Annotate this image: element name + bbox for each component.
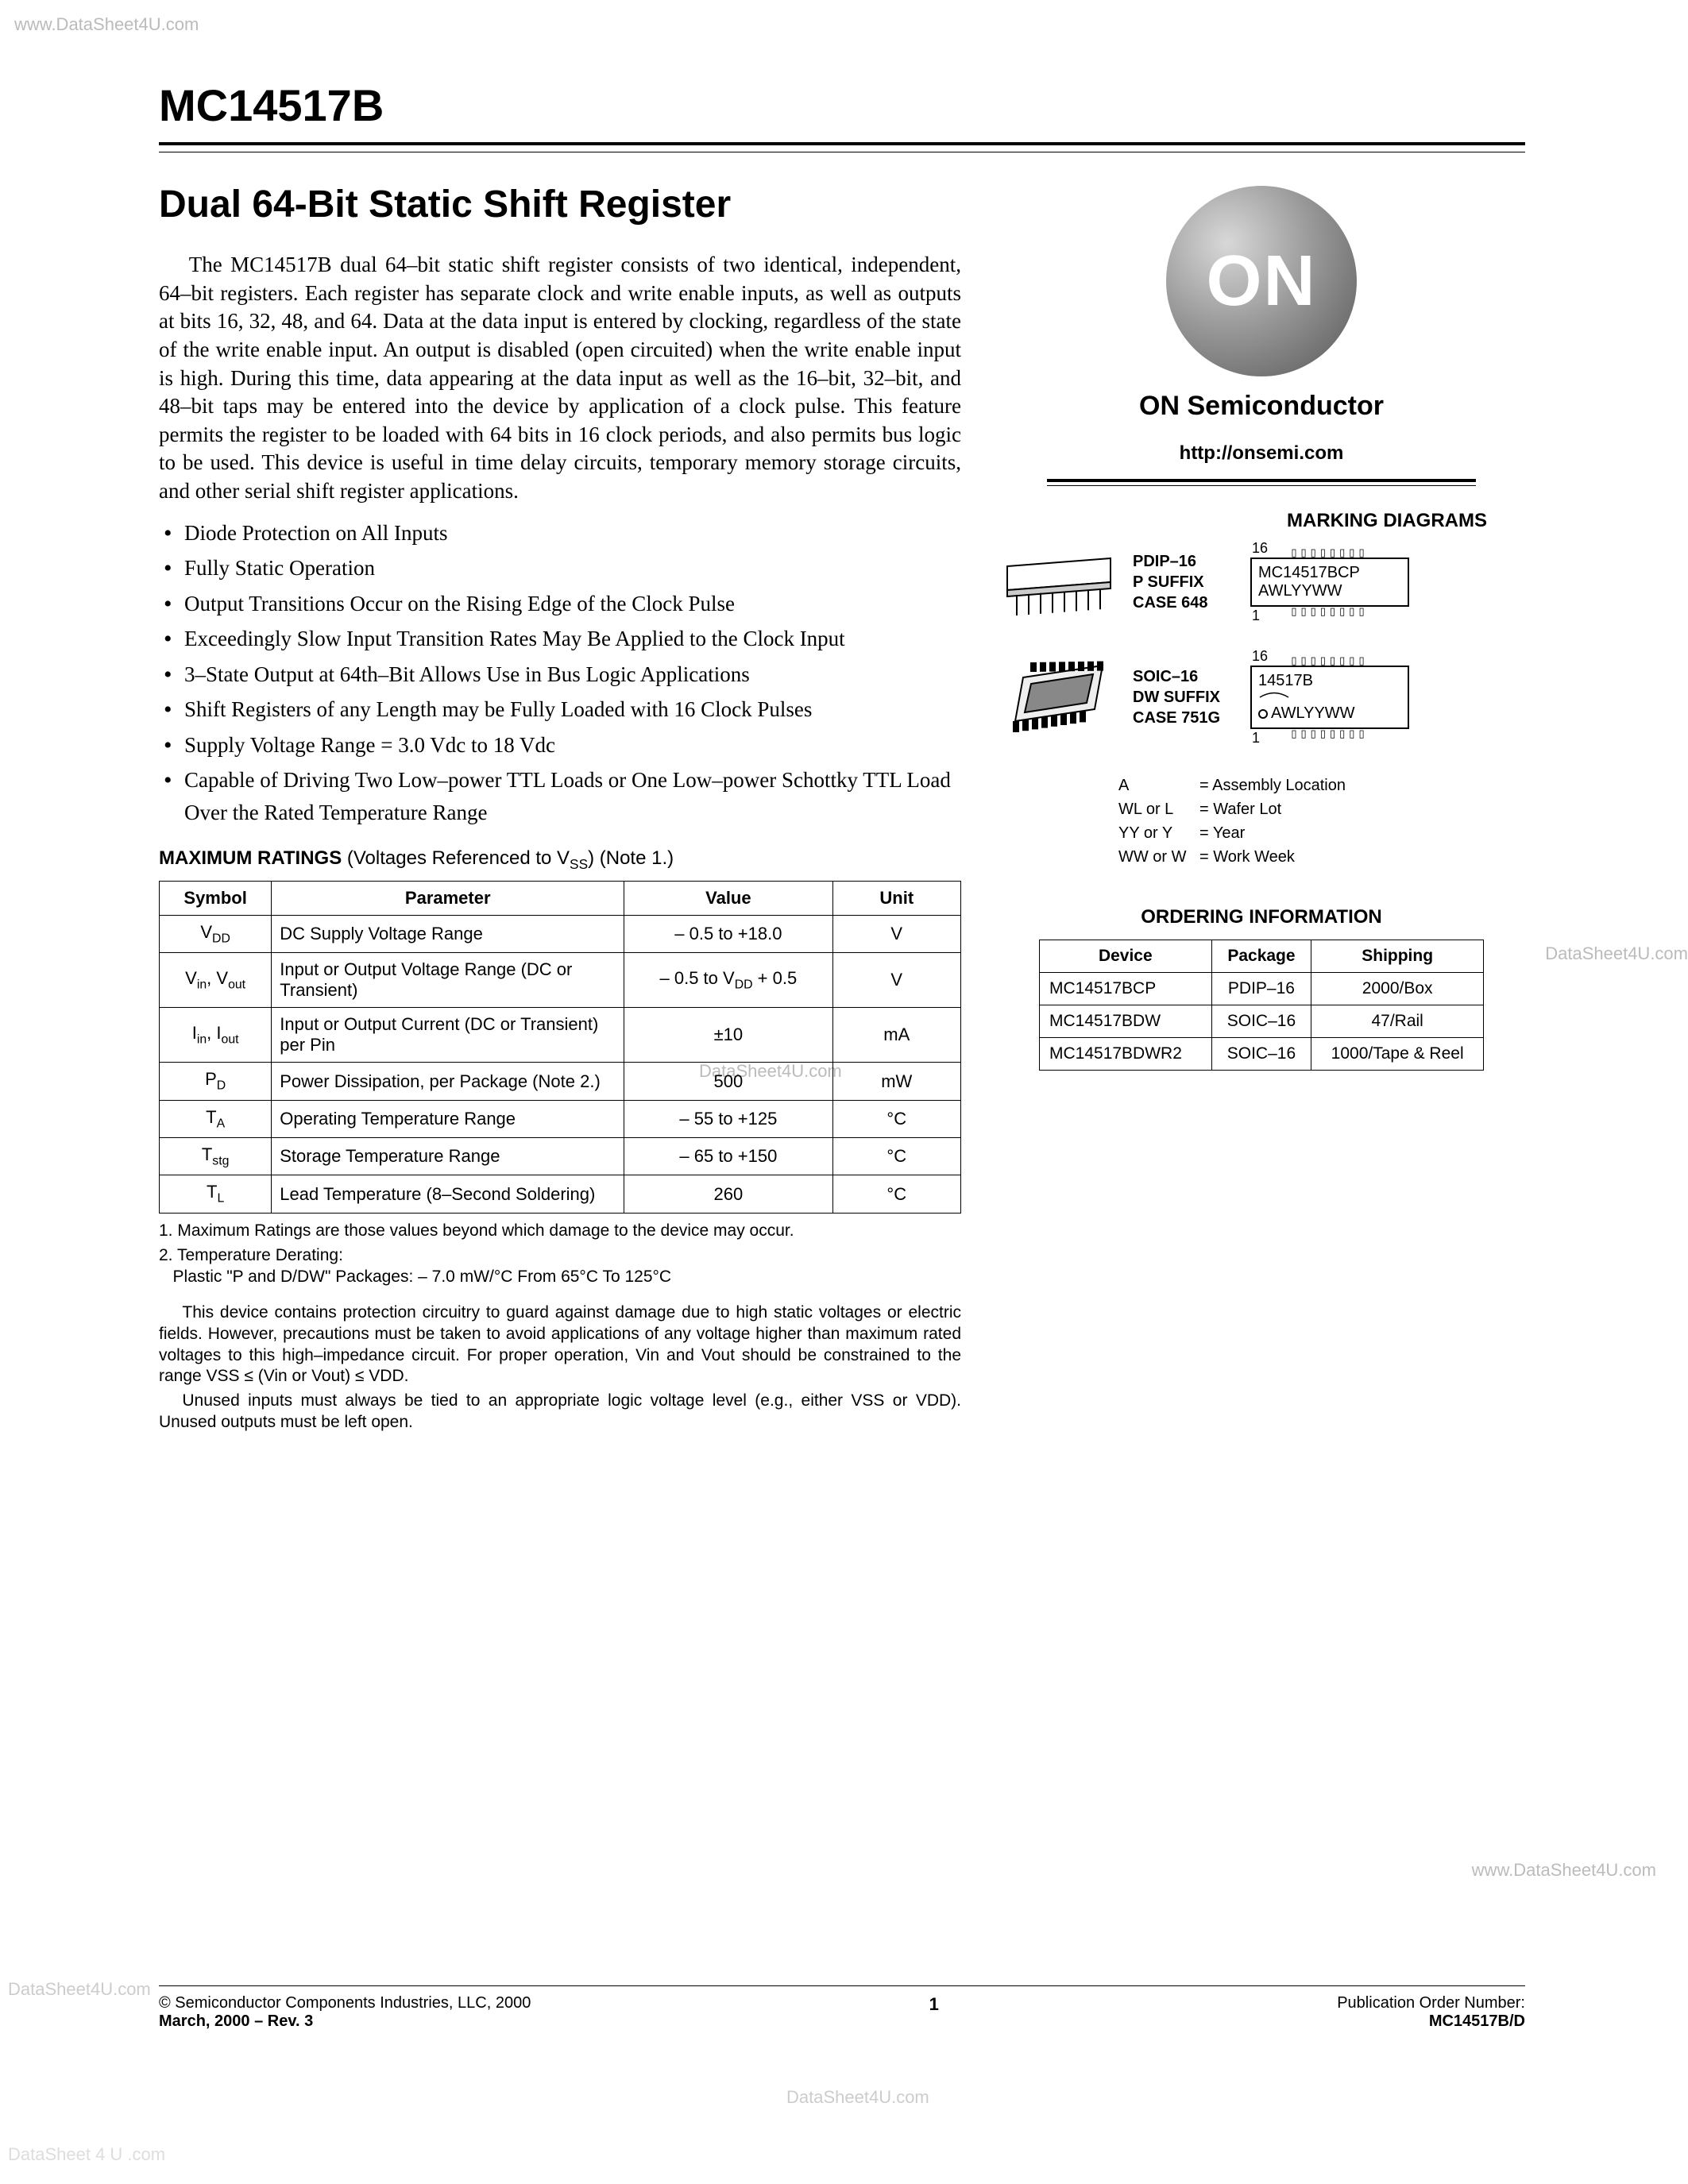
feature-item: Output Transitions Occur on the Rising E… (159, 588, 961, 620)
marking-box: 16 ▯▯▯▯▯▯▯▯ 14517B AWLYYWW ▯▯▯▯▯▯▯▯ 1 (1250, 666, 1409, 729)
table-row: MC14517BDWR2SOIC–161000/Tape & Reel (1040, 1038, 1484, 1071)
ratings-heading: MAXIMUM RATINGS (Voltages Referenced to … (159, 847, 961, 873)
table-row: Iin, IoutInput or Output Current (DC or … (160, 1008, 961, 1063)
feature-item: Shift Registers of any Length may be Ful… (159, 693, 961, 726)
table-header: Package (1211, 940, 1311, 973)
page-number: 1 (531, 1994, 1337, 2031)
footer-right: Publication Order Number: MC14517B/D (1337, 1994, 1525, 2031)
legend-row: WW or W= Work Week (1118, 846, 1346, 868)
table-row: VDDDC Supply Voltage Range– 0.5 to +18.0… (160, 915, 961, 952)
rule (159, 142, 1525, 145)
company-url[interactable]: http://onsemi.com (999, 442, 1524, 465)
table-header: Device (1040, 940, 1212, 973)
marking-diagrams-title: MARKING DIAGRAMS (999, 508, 1487, 533)
marking-box: 16 ▯▯▯▯▯▯▯▯ MC14517BCP AWLYYWW ▯▯▯▯▯▯▯▯ … (1250, 558, 1409, 607)
rule (159, 1985, 1525, 1986)
table-header: Symbol (160, 881, 272, 915)
watermark: DataSheet 4 U .com (8, 2144, 165, 2165)
feature-list: Diode Protection on All InputsFully Stat… (159, 517, 961, 829)
watermark: DataSheet4U.com (1545, 943, 1688, 964)
brand-block: ON ON Semiconductor http://onsemi.com (999, 186, 1524, 486)
description: The MC14517B dual 64–bit static shift re… (159, 251, 961, 506)
table-row: Vin, VoutInput or Output Voltage Range (… (160, 953, 961, 1008)
table-row: TstgStorage Temperature Range– 65 to +15… (160, 1138, 961, 1175)
ratings-table: SymbolParameterValueUnitVDDDC Supply Vol… (159, 881, 961, 1214)
soic-icon (999, 654, 1118, 741)
feature-item: Capable of Driving Two Low–power TTL Loa… (159, 764, 961, 828)
on-logo-icon: ON (1166, 186, 1357, 376)
footer-left: © Semiconductor Components Industries, L… (159, 1994, 531, 2031)
watermark: www.DataSheet4U.com (1472, 1860, 1656, 1881)
legend-row: YY or Y= Year (1118, 822, 1346, 844)
note-item: 1. Maximum Ratings are those values beyo… (159, 1220, 961, 1241)
rule (1047, 485, 1476, 486)
legend-row: A= Assembly Location (1118, 774, 1346, 797)
feature-item: Diode Protection on All Inputs (159, 517, 961, 550)
feature-item: Supply Voltage Range = 3.0 Vdc to 18 Vdc (159, 729, 961, 762)
pdip-icon (999, 542, 1118, 622)
page-content: MC14517B Dual 64-Bit Static Shift Regist… (159, 79, 1525, 1437)
legend-row: WL or L= Wafer Lot (1118, 798, 1346, 820)
watermark: DataSheet4U.com (8, 1979, 151, 2000)
table-header: Shipping (1311, 940, 1484, 973)
disclaimer-para: This device contains protection circuitr… (159, 1302, 961, 1388)
table-row: PDPower Dissipation, per Package (Note 2… (160, 1063, 961, 1100)
left-column: Dual 64-Bit Static Shift Register The MC… (159, 181, 961, 1437)
page-footer: © Semiconductor Components Industries, L… (159, 1985, 1525, 2031)
watermark: www.DataSheet4U.com (14, 14, 199, 35)
marking-legend: A= Assembly LocationWL or L= Wafer LotYY… (1117, 773, 1347, 870)
table-row: TAOperating Temperature Range– 55 to +12… (160, 1100, 961, 1137)
disclaimer-para: Unused inputs must always be tied to an … (159, 1391, 961, 1433)
ratings-notes: 1. Maximum Ratings are those values beyo… (159, 1220, 961, 1288)
table-row: MC14517BCPPDIP–162000/Box (1040, 973, 1484, 1005)
package-label: SOIC–16DW SUFFIXCASE 751G (1133, 666, 1236, 728)
watermark: DataSheet4U.com (786, 2087, 929, 2108)
feature-item: Fully Static Operation (159, 552, 961, 585)
part-number: MC14517B (159, 79, 1525, 131)
right-column: ON ON Semiconductor http://onsemi.com MA… (999, 181, 1524, 1437)
package-row: SOIC–16DW SUFFIXCASE 751G 16 ▯▯▯▯▯▯▯▯ 14… (999, 654, 1524, 741)
ordering-title: ORDERING INFORMATION (999, 906, 1524, 928)
note-item: 2. Temperature Derating: Plastic "P and … (159, 1244, 961, 1288)
logo-text: ON (1207, 241, 1317, 322)
table-header: Value (624, 881, 832, 915)
ordering-table: DevicePackageShippingMC14517BCPPDIP–1620… (1039, 940, 1484, 1071)
package-row: PDIP–16P SUFFIXCASE 648 16 ▯▯▯▯▯▯▯▯ MC14… (999, 542, 1524, 622)
table-header: Parameter (272, 881, 624, 915)
feature-item: 3–State Output at 64th–Bit Allows Use in… (159, 658, 961, 691)
page-title: Dual 64-Bit Static Shift Register (159, 181, 961, 229)
disclaimer: This device contains protection circuitr… (159, 1302, 961, 1433)
table-header: Unit (832, 881, 960, 915)
feature-item: Exceedingly Slow Input Transition Rates … (159, 623, 961, 655)
company-name: ON Semiconductor (999, 391, 1524, 422)
package-list: PDIP–16P SUFFIXCASE 648 16 ▯▯▯▯▯▯▯▯ MC14… (999, 542, 1524, 741)
table-row: TLLead Temperature (8–Second Soldering)2… (160, 1175, 961, 1213)
package-label: PDIP–16P SUFFIXCASE 648 (1133, 551, 1236, 613)
rule (1047, 479, 1476, 482)
table-row: MC14517BDWSOIC–1647/Rail (1040, 1005, 1484, 1038)
